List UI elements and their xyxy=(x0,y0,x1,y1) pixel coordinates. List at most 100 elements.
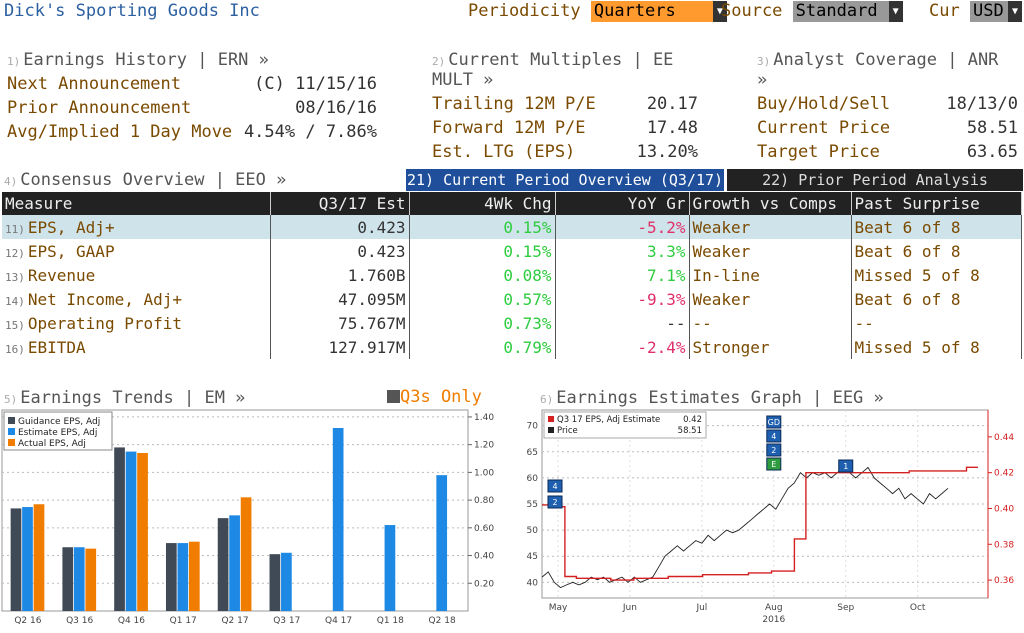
eps-estimate-line xyxy=(542,466,978,581)
row-number: 13) xyxy=(5,270,25,284)
periodicity-label: Periodicity xyxy=(468,1,581,21)
yoy-cell: 3.3% xyxy=(555,239,690,263)
source-select[interactable]: Standard xyxy=(792,1,889,22)
bar-guidance-eps-adj xyxy=(10,508,22,611)
yoy-cell: -2.4% xyxy=(555,335,690,359)
left-tick-label: 55 xyxy=(527,500,538,510)
legend-swatch xyxy=(548,416,554,422)
col-measure[interactable]: Measure xyxy=(2,192,271,215)
q3s-only-toggle[interactable]: Q3s Only xyxy=(387,387,482,407)
y-tick-label: 0.20 xyxy=(474,579,494,589)
measure-label: EBITDA xyxy=(27,337,86,357)
bar-actual-eps-adj xyxy=(240,497,252,611)
periodicity-select[interactable]: Quarters xyxy=(590,1,713,22)
change-cell: 0.08% xyxy=(409,263,556,287)
col-4wk-change[interactable]: 4Wk Chg xyxy=(409,192,556,215)
earnings-history-header[interactable]: 1) Earnings History | ERN » xyxy=(7,50,269,70)
x-tick-label: Q3 17 xyxy=(273,616,300,626)
current-multiples-header[interactable]: 2) Current Multiples | EE MULT » xyxy=(432,50,674,90)
consensus-row[interactable]: 14) Net Income, Adj+ 47.095M 0.57% -9.3% Weak… xyxy=(2,287,1022,311)
col-estimate[interactable]: Q3/17 Est xyxy=(270,192,410,215)
bar-guidance-eps-adj xyxy=(165,543,177,611)
col-yoy-growth[interactable]: YoY Gr xyxy=(555,192,690,215)
change-cell: 0.79% xyxy=(409,335,556,359)
right-tick-label: 0.42 xyxy=(994,469,1014,479)
earnings-trends-header[interactable]: 5) Earnings Trends | EM » xyxy=(4,388,246,408)
estimate-cell: 0.423 xyxy=(270,215,410,239)
consensus-overview-header[interactable]: 4) Consensus Overview | EEO » xyxy=(4,170,287,190)
left-tick-label: 65 xyxy=(527,448,538,458)
implied-move-row: Avg/Implied 1 Day Move 4.54% / 7.86% xyxy=(7,122,377,142)
currency-dropdown-arrow-icon[interactable]: ▼ xyxy=(1007,1,1022,22)
past-surprise-cell: Beat 6 of 8 xyxy=(851,287,1022,311)
event-marker-label: 2 xyxy=(552,498,557,507)
q3s-checkbox-icon[interactable] xyxy=(387,390,400,403)
earnings-history-section: 1) Earnings History | ERN » Next Announce… xyxy=(7,50,377,146)
tab-current-period-overview[interactable]: 21) Current Period Overview (Q3/17) xyxy=(406,169,724,191)
x-tick-label: Sep xyxy=(837,603,854,613)
y-tick-label: 0.80 xyxy=(474,496,494,506)
price-line xyxy=(541,466,949,589)
yoy-cell: 7.1% xyxy=(555,263,690,287)
past-surprise-cell: Beat 6 of 8 xyxy=(851,239,1022,263)
event-marker-label: E xyxy=(771,460,776,469)
legend-box xyxy=(3,411,113,451)
x-tick-label: Q1 18 xyxy=(377,616,404,626)
x-tick-label: Q2 18 xyxy=(429,616,456,626)
consensus-header-row: Measure Q3/17 Est 4Wk Chg YoY Gr Growth … xyxy=(2,192,1022,215)
target-price-row: Target Price 63.65 xyxy=(757,142,1018,162)
change-cell: 0.15% xyxy=(409,239,556,263)
change-cell: 0.57% xyxy=(409,287,556,311)
row-number: 14) xyxy=(5,294,25,308)
bar-estimate-eps-adj xyxy=(436,475,448,611)
bar-guidance-eps-adj xyxy=(114,447,125,611)
event-marker-label: GD xyxy=(768,418,780,427)
measure-cell: 13) Revenue xyxy=(2,263,271,287)
event-marker xyxy=(547,479,563,493)
x-tick-label: May xyxy=(549,603,568,613)
event-marker xyxy=(547,495,563,509)
growth-vs-comps-cell: Weaker xyxy=(689,239,852,263)
row-number: 11) xyxy=(5,222,25,236)
tab-prior-period-analysis[interactable]: 22) Prior Period Analysis (Q2/17) xyxy=(727,169,1023,211)
source-dropdown-arrow-icon[interactable]: ▼ xyxy=(888,1,903,22)
measure-cell: 12) EPS, GAAP xyxy=(2,239,271,263)
left-tick-label: 50 xyxy=(527,526,539,536)
left-tick-label: 70 xyxy=(527,422,539,432)
change-cell: 0.15% xyxy=(409,215,556,239)
analyst-coverage-header[interactable]: 3) Analyst Coverage | ANR » xyxy=(757,50,999,90)
current-multiples-section: 2) Current Multiples | EE MULT » Trailing… xyxy=(432,50,698,166)
left-tick-label: 60 xyxy=(527,474,539,484)
left-tick-label: 40 xyxy=(527,578,539,588)
change-cell: 0.73% xyxy=(409,311,556,335)
y-tick-label: 1.20 xyxy=(474,441,494,451)
consensus-row[interactable]: 11) EPS, Adj+ 0.423 0.15% -5.2% Weaker Beat 6 … xyxy=(2,215,1022,239)
consensus-row[interactable]: 13) Revenue 1.760B 0.08% 7.1% In-line Missed 5… xyxy=(2,263,1022,287)
y-tick-label: 1.40 xyxy=(474,413,494,423)
buy-hold-sell-row: Buy/Hold/Sell 18/13/0 xyxy=(757,94,1018,114)
measure-cell: 15) Operating Profit xyxy=(2,311,271,335)
yoy-cell: -- xyxy=(555,311,690,335)
right-tick-label: 0.44 xyxy=(994,433,1014,443)
consensus-row[interactable]: 12) EPS, GAAP 0.423 0.15% 3.3% Weaker Beat 6 o… xyxy=(2,239,1022,263)
growth-vs-comps-cell: Weaker xyxy=(689,287,852,311)
legend-swatch xyxy=(8,428,15,435)
legend-label: Guidance EPS, Adj xyxy=(18,417,100,427)
measure-cell: 11) EPS, Adj+ xyxy=(2,215,271,239)
col-growth-vs-comps[interactable]: Growth vs Comps xyxy=(689,192,852,215)
source-control: Source Standard ▼ xyxy=(721,1,903,22)
x-tick-label: Q2 17 xyxy=(221,616,248,626)
x-tick-label: Q1 17 xyxy=(170,616,197,626)
earnings-trends-chart: 0.20 0.40 0.60 0.80 1.00 1.20 1.40 Q2 16 Q3 16 Q4… xyxy=(1,409,494,626)
event-marker xyxy=(766,443,782,457)
currency-select[interactable]: USD xyxy=(969,1,1008,22)
consensus-row[interactable]: 15) Operating Profit 75.767M 0.73% -- -- -- xyxy=(2,311,1022,335)
periodicity-dropdown-arrow-icon[interactable]: ▼ xyxy=(712,1,727,22)
bar-guidance-eps-adj xyxy=(217,518,229,611)
col-past-surprise[interactable]: Past Surprise xyxy=(851,192,1022,215)
earnings-graph-header[interactable]: 6) Earnings Estimates Graph | EEG » xyxy=(540,388,884,408)
legend-swatch xyxy=(8,439,15,446)
consensus-row[interactable]: 16) EBITDA 127.917M 0.79% -2.4% Stronger Misse… xyxy=(2,335,1022,359)
event-marker xyxy=(766,415,782,429)
x-tick-label: Q4 16 xyxy=(118,616,145,626)
